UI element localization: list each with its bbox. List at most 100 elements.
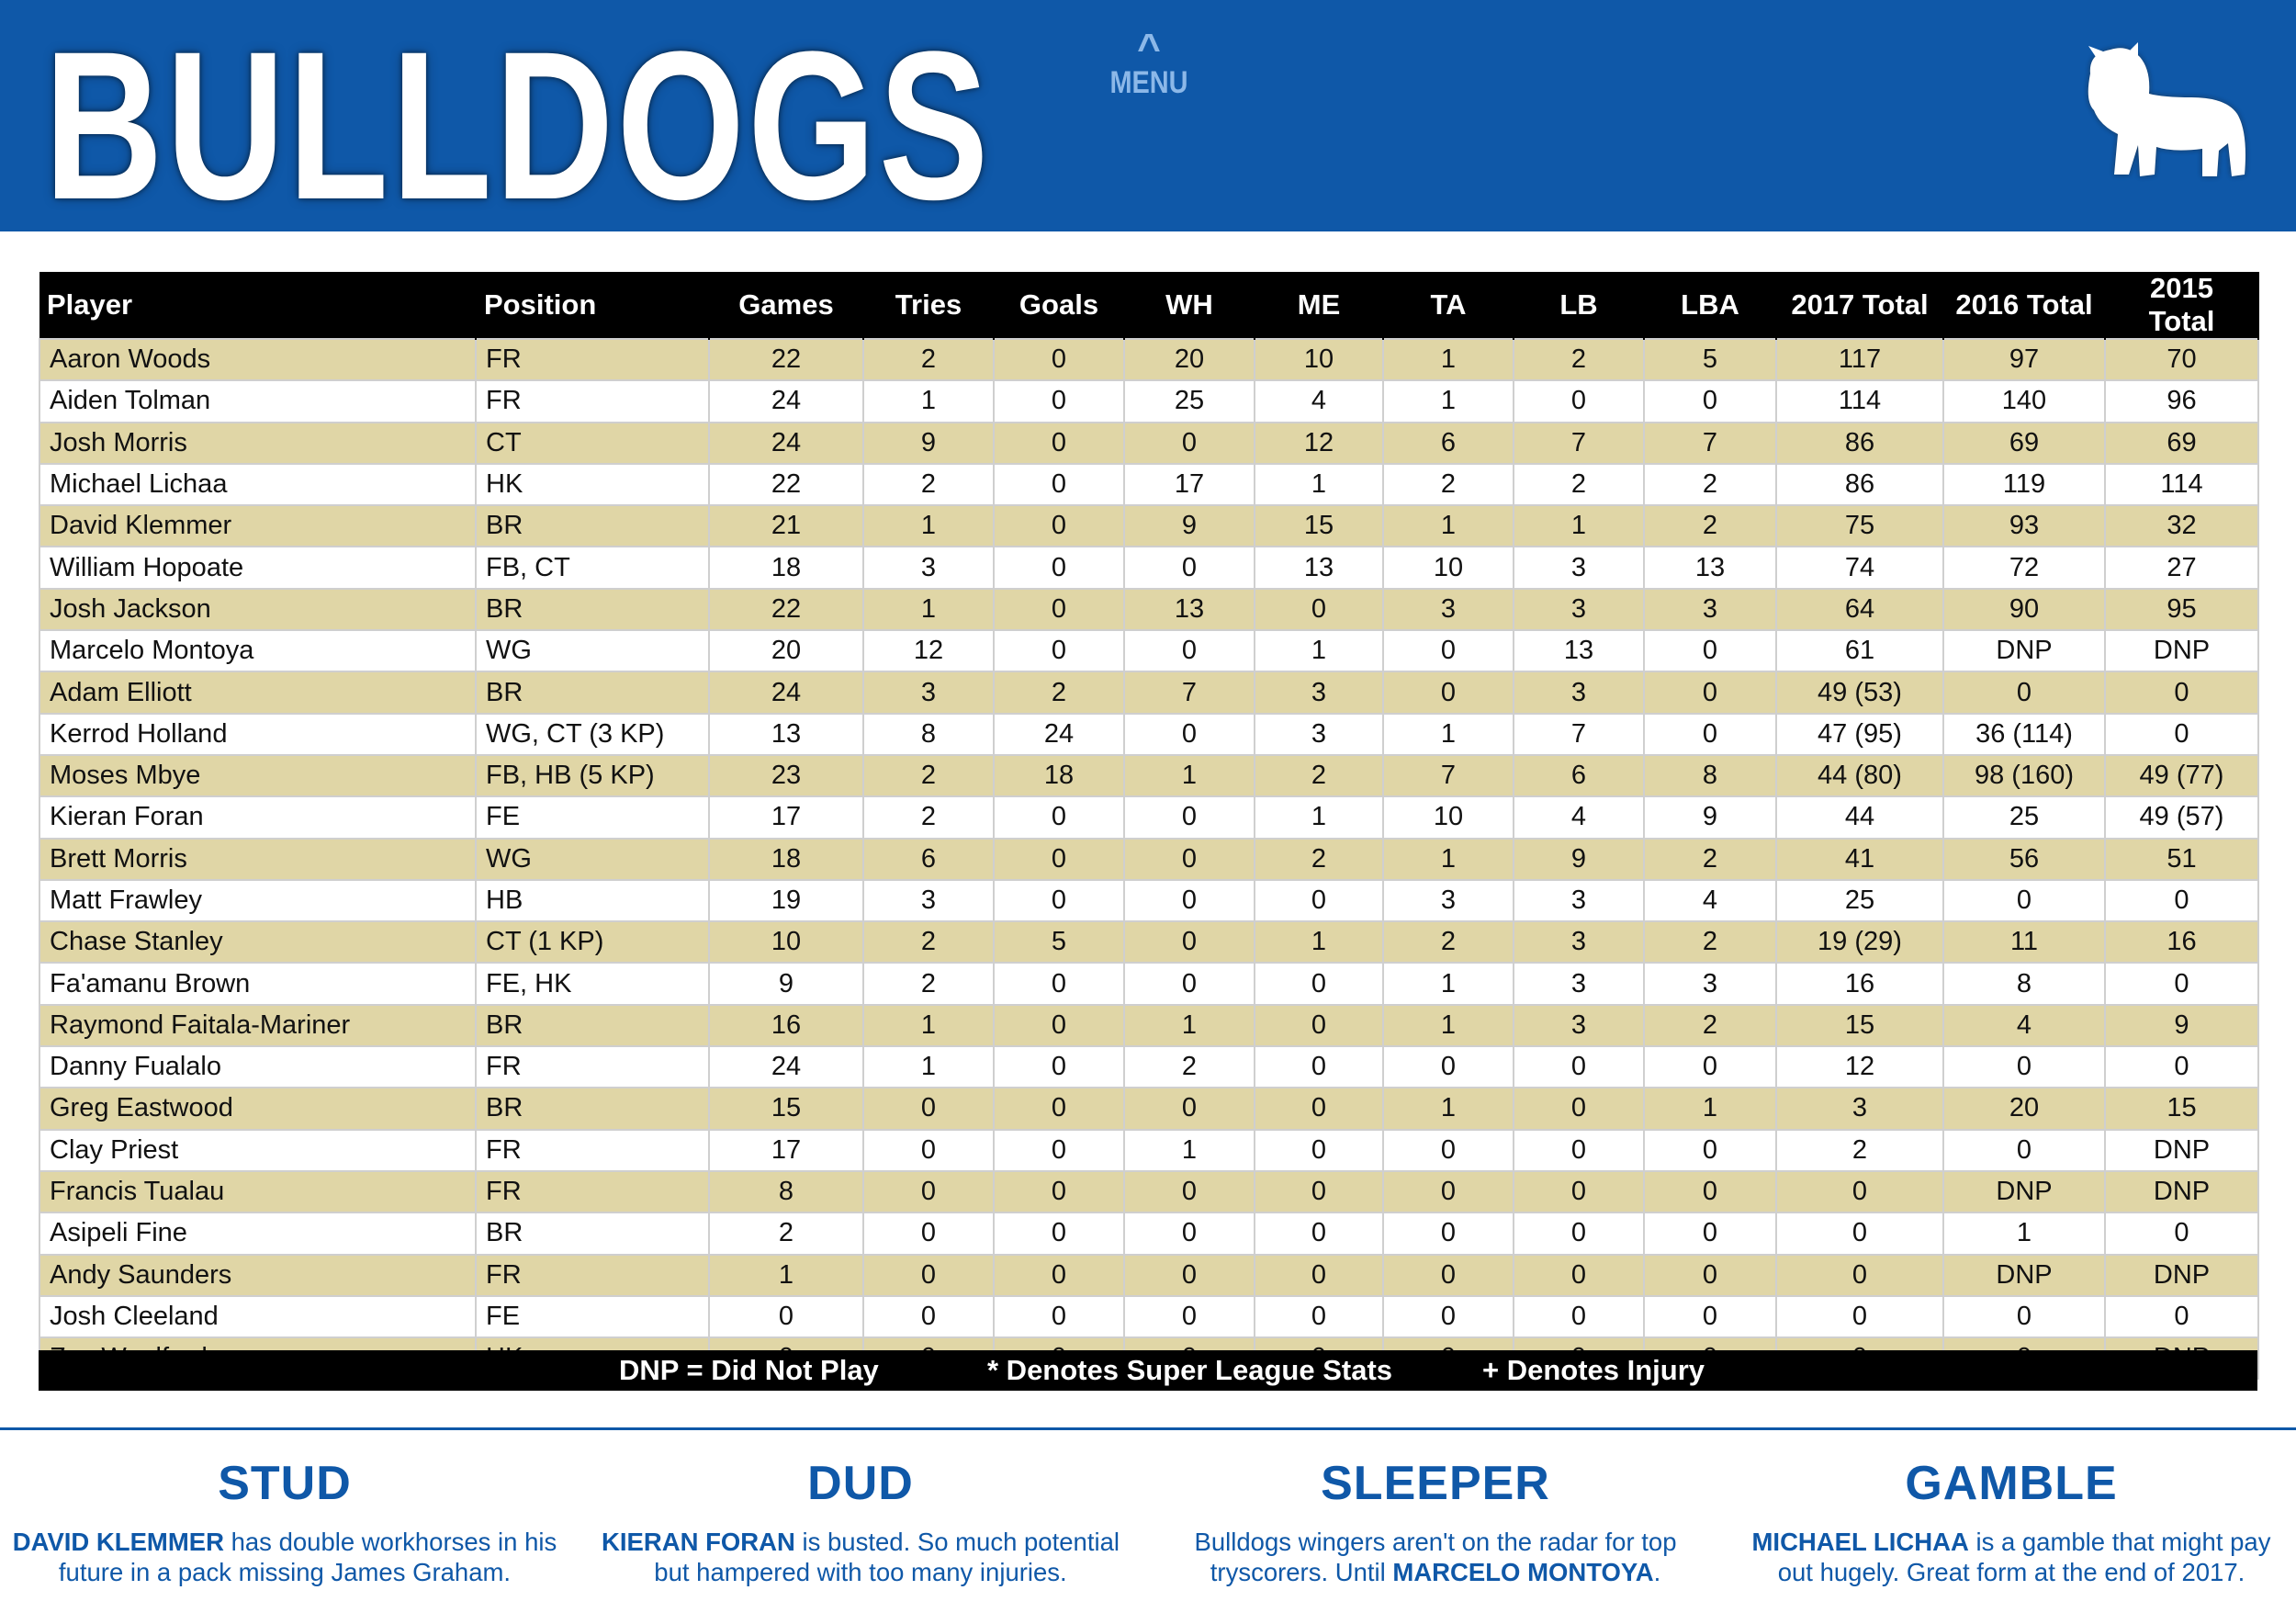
stat-cell: 49 (77) bbox=[2104, 753, 2259, 798]
stat-cell: 15 bbox=[1254, 504, 1384, 548]
player-stats-table: Player Position Games Tries Goals WH ME … bbox=[39, 272, 2259, 1381]
stat-cell: 17 bbox=[708, 1128, 864, 1172]
column-header: Games bbox=[709, 272, 864, 339]
stat-cell: 0 bbox=[1775, 1169, 1944, 1214]
player-name: MICHAEL LICHAA bbox=[1751, 1528, 1969, 1556]
table-body: Aaron Woods FR 22 2 0 20 10 1 2 5 117 97 70 Aiden Tol… bbox=[39, 337, 2259, 1381]
stat-cell: 49 (53) bbox=[1775, 671, 1944, 715]
stat-cell: 0 bbox=[862, 1212, 995, 1256]
table-row: Matt Frawley HB 19 3 0 0 0 3 3 4 25 0 0 bbox=[39, 878, 2259, 923]
stat-cell: 0 bbox=[1942, 878, 2106, 923]
stat-cell: 75 bbox=[1775, 504, 1944, 548]
stat-cell: 0 bbox=[1942, 1128, 2106, 1172]
stat-cell: 0 bbox=[993, 795, 1125, 840]
stat-cell: 15 bbox=[1775, 1003, 1944, 1048]
stat-cell: 12 bbox=[1254, 421, 1384, 465]
stat-cell: 7 bbox=[1513, 421, 1645, 465]
stat-cell: 10 bbox=[708, 920, 864, 964]
stat-cell: 0 bbox=[1254, 1087, 1384, 1131]
position-cell: CT bbox=[475, 421, 710, 465]
stat-cell: 0 bbox=[1123, 1169, 1255, 1214]
stat-cell: DNP bbox=[2104, 1128, 2259, 1172]
stat-cell: 2 bbox=[1775, 1128, 1944, 1172]
stat-cell: 8 bbox=[1643, 753, 1777, 798]
stat-cell: 140 bbox=[1942, 379, 2106, 423]
stat-cell: 20 bbox=[1942, 1087, 2106, 1131]
stat-cell: 8 bbox=[862, 712, 995, 756]
stat-cell: 20 bbox=[708, 629, 864, 673]
pick-sleeper: SLEEPER Bulldogs wingers aren't on the r… bbox=[1160, 1451, 1711, 1587]
stat-cell: 4 bbox=[1254, 379, 1384, 423]
stat-cell: 21 bbox=[708, 504, 864, 548]
position-cell: CT (1 KP) bbox=[475, 920, 710, 964]
stat-cell: 1 bbox=[1254, 629, 1384, 673]
player-name-cell: Marcelo Montoya bbox=[39, 629, 477, 673]
pick-heading: SLEEPER bbox=[1321, 1457, 1550, 1510]
stat-cell: 6 bbox=[862, 837, 995, 881]
stat-cell: 1 bbox=[1643, 1087, 1777, 1131]
stat-cell: 0 bbox=[1382, 671, 1514, 715]
position-cell: FR bbox=[475, 337, 710, 382]
stat-cell: 16 bbox=[1775, 962, 1944, 1006]
stat-cell: 13 bbox=[1123, 587, 1255, 632]
stat-cell: 13 bbox=[1254, 546, 1384, 590]
stat-cell: 3 bbox=[1513, 671, 1645, 715]
stat-cell: DNP bbox=[1942, 629, 2106, 673]
stat-cell: 0 bbox=[1643, 1294, 1777, 1339]
table-row: Adam Elliott BR 24 3 2 7 3 0 3 0 49 (53) 0 0 bbox=[39, 671, 2259, 715]
stat-cell: 0 bbox=[1513, 1087, 1645, 1131]
stat-cell: 74 bbox=[1775, 546, 1944, 590]
stat-cell: 69 bbox=[1942, 421, 2106, 465]
player-name-cell: Michael Lichaa bbox=[39, 462, 477, 507]
stat-cell: 6 bbox=[1513, 753, 1645, 798]
stat-cell: 0 bbox=[1775, 1253, 1944, 1297]
stat-cell: 0 bbox=[993, 837, 1125, 881]
stat-cell: 2 bbox=[1643, 504, 1777, 548]
stat-cell: 0 bbox=[1775, 1294, 1944, 1339]
stat-cell: 3 bbox=[1254, 671, 1384, 715]
stat-cell: 51 bbox=[2104, 837, 2259, 881]
stat-cell: 86 bbox=[1775, 421, 1944, 465]
stat-cell: 49 (57) bbox=[2104, 795, 2259, 840]
stat-cell: 12 bbox=[862, 629, 995, 673]
stat-cell: 0 bbox=[1123, 546, 1255, 590]
stat-cell: 0 bbox=[993, 504, 1125, 548]
stat-cell: 13 bbox=[708, 712, 864, 756]
stat-cell: 1 bbox=[1382, 1087, 1514, 1131]
stat-cell: 0 bbox=[993, 462, 1125, 507]
stat-cell: 0 bbox=[1254, 587, 1384, 632]
stat-cell: 0 bbox=[993, 337, 1125, 382]
bulldog-logo-icon bbox=[2088, 42, 2245, 177]
column-header: 2015 Total bbox=[2105, 272, 2259, 339]
stat-cell: 0 bbox=[1254, 962, 1384, 1006]
stat-cell: 2 bbox=[862, 753, 995, 798]
stat-cell: 6 bbox=[1382, 421, 1514, 465]
stat-cell: 0 bbox=[1254, 1003, 1384, 1048]
stat-cell: 2 bbox=[1254, 837, 1384, 881]
stat-cell: 0 bbox=[1123, 878, 1255, 923]
pick-description: Bulldogs wingers aren't on the radar for… bbox=[1194, 1528, 1677, 1586]
stat-cell: 3 bbox=[1382, 587, 1514, 632]
table-row: Aaron Woods FR 22 2 0 20 10 1 2 5 117 97 70 bbox=[39, 337, 2259, 382]
stat-cell: 0 bbox=[862, 1294, 995, 1339]
player-name-cell: Greg Eastwood bbox=[39, 1087, 477, 1131]
player-name: DAVID KLEMMER bbox=[12, 1528, 224, 1556]
stat-cell: 9 bbox=[1123, 504, 1255, 548]
stat-cell: 3 bbox=[1513, 920, 1645, 964]
position-cell: FE, HK bbox=[475, 962, 710, 1006]
stat-cell: 93 bbox=[1942, 504, 2106, 548]
stat-cell: 2 bbox=[1382, 462, 1514, 507]
stat-cell: 47 (95) bbox=[1775, 712, 1944, 756]
table-row: Moses Mbye FB, HB (5 KP) 23 2 18 1 2 7 6 8 44 (80)… bbox=[39, 753, 2259, 798]
stat-cell: 3 bbox=[1382, 878, 1514, 923]
player-name: MARCELO MONTOYA bbox=[1392, 1558, 1654, 1586]
pick-dud: DUD KIERAN FORAN is busted. So much pote… bbox=[585, 1451, 1136, 1587]
stat-cell: 0 bbox=[2104, 712, 2259, 756]
menu-button[interactable]: ^ MENU bbox=[1098, 28, 1199, 116]
stat-cell: 25 bbox=[1123, 379, 1255, 423]
stat-cell: 0 bbox=[993, 1045, 1125, 1089]
legend-dnp: DNP = Did Not Play bbox=[619, 1354, 879, 1386]
stat-cell: 0 bbox=[993, 421, 1125, 465]
player-name-cell: Josh Cleeland bbox=[39, 1294, 477, 1339]
stat-cell: 0 bbox=[1123, 962, 1255, 1006]
